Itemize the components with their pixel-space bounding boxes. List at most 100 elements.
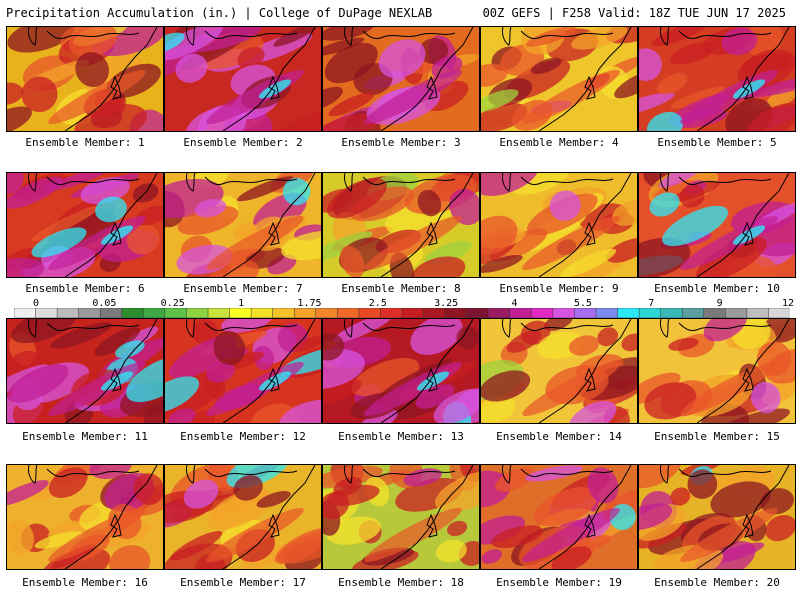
coastline	[696, 465, 790, 569]
colorbar-tick-label: 2.5	[368, 298, 387, 309]
ensemble-member-label: Ensemble Member: 17	[180, 576, 306, 589]
lake-outline	[660, 173, 670, 192]
state-boundaries	[678, 468, 772, 538]
colorbar-swatch	[207, 308, 231, 318]
ensemble-member-map	[322, 464, 480, 570]
colorbar-swatch	[293, 308, 317, 318]
lake-outline	[660, 319, 670, 338]
state-boundaries	[678, 322, 772, 392]
colorbar-swatch	[78, 308, 101, 318]
ensemble-member-map	[480, 26, 638, 132]
colorbar-swatch	[703, 308, 727, 318]
ensemble-member-label: Ensemble Member: 2	[183, 136, 303, 149]
precip-field	[323, 465, 479, 569]
coastline	[696, 173, 790, 277]
coastline	[380, 27, 474, 131]
colorbar-tick-label: 1.75	[297, 298, 322, 309]
ensemble-member-map	[322, 172, 480, 278]
colorbar-swatch	[315, 308, 339, 318]
ensemble-member-label: Ensemble Member: 16	[22, 576, 148, 589]
lake-outline	[28, 27, 38, 46]
colorbar-swatch	[552, 308, 576, 318]
ensemble-member-label: Ensemble Member: 6	[25, 282, 145, 295]
ensemble-member-label: Ensemble Member: 3	[341, 136, 461, 149]
ensemble-member-label: Ensemble Member: 15	[654, 430, 780, 443]
lake-outline	[344, 465, 354, 484]
state-boundaries	[520, 176, 614, 246]
colorbar-swatch	[466, 308, 489, 318]
ensemble-member-map	[322, 318, 480, 424]
state-boundaries	[520, 30, 614, 100]
lake-outline	[186, 465, 196, 484]
colorbar-bar	[14, 308, 790, 318]
precip-field	[165, 173, 321, 277]
ensemble-member-map	[6, 172, 164, 278]
ensemble-member-label: Ensemble Member: 19	[496, 576, 622, 589]
colorbar-swatch	[487, 308, 511, 318]
precip-field	[323, 173, 479, 277]
ensemble-member-map	[6, 464, 164, 570]
colorbar-swatch	[272, 308, 295, 318]
ensemble-member-label: Ensemble Member: 10	[654, 282, 780, 295]
colorbar-swatch	[164, 308, 188, 318]
state-boundaries	[362, 30, 456, 100]
colorbar-swatch	[595, 308, 619, 318]
lake-outline	[660, 465, 670, 484]
colorbar-tick-label: 0.25	[160, 298, 185, 309]
colorbar-swatch	[143, 308, 166, 318]
colorbar-swatch	[56, 308, 80, 318]
coastline	[222, 27, 316, 131]
ensemble-member-label: Ensemble Member: 8	[341, 282, 461, 295]
ensemble-member-map	[480, 318, 638, 424]
coastline	[380, 173, 474, 277]
ensemble-member-map	[638, 464, 796, 570]
precip-field	[481, 173, 637, 277]
colorbar-swatch	[444, 308, 468, 318]
colorbar-swatch	[768, 308, 790, 318]
precip-field	[165, 27, 321, 131]
coastline	[222, 319, 316, 423]
precip-field	[639, 27, 795, 131]
ensemble-member-label: Ensemble Member: 13	[338, 430, 464, 443]
precip-field	[323, 27, 479, 131]
ensemble-member-map	[638, 318, 796, 424]
ensemble-member-map	[480, 172, 638, 278]
colorbar-swatch	[660, 308, 683, 318]
state-boundaries	[678, 176, 772, 246]
precip-field	[481, 465, 637, 569]
colorbar-swatch	[681, 308, 705, 318]
precip-field	[323, 319, 479, 423]
colorbar-tick-label: 12	[781, 298, 795, 309]
lake-outline	[344, 27, 354, 46]
precip-field	[639, 173, 795, 277]
coastline	[696, 319, 790, 423]
state-boundaries	[46, 468, 140, 538]
ensemble-member-label: Ensemble Member: 5	[657, 136, 777, 149]
ensemble-member-map	[480, 464, 638, 570]
colorbar-tick-label: 1	[238, 298, 245, 309]
colorbar-swatch	[617, 308, 640, 318]
ensemble-member-map	[6, 26, 164, 132]
coastline	[222, 173, 316, 277]
precip-field	[7, 27, 163, 131]
state-boundaries	[362, 468, 456, 538]
lake-outline	[186, 319, 196, 338]
colorbar: 0 0.05 0.25 1 1.75 2.5 3.25 4 5.5 7 9 12	[14, 298, 794, 322]
ensemble-member-map	[6, 318, 164, 424]
precip-field	[481, 319, 637, 423]
coastline	[380, 465, 474, 569]
lake-outline	[502, 465, 512, 484]
ensemble-member-label: Ensemble Member: 7	[183, 282, 303, 295]
run-valid-time: 00Z GEFS | F258 Valid: 18Z TUE JUN 17 20…	[482, 6, 786, 20]
ensemble-member-label: Ensemble Member: 14	[496, 430, 622, 443]
colorbar-tick-label: 5.5	[573, 298, 592, 309]
colorbar-tick-label: 4	[511, 298, 518, 309]
state-boundaries	[204, 176, 298, 246]
colorbar-swatch	[574, 308, 597, 318]
ensemble-member-label: Ensemble Member: 18	[338, 576, 464, 589]
state-boundaries	[520, 468, 614, 538]
colorbar-swatch	[121, 308, 145, 318]
lake-outline	[344, 319, 354, 338]
ensemble-member-map	[164, 172, 322, 278]
colorbar-swatch	[746, 308, 770, 318]
